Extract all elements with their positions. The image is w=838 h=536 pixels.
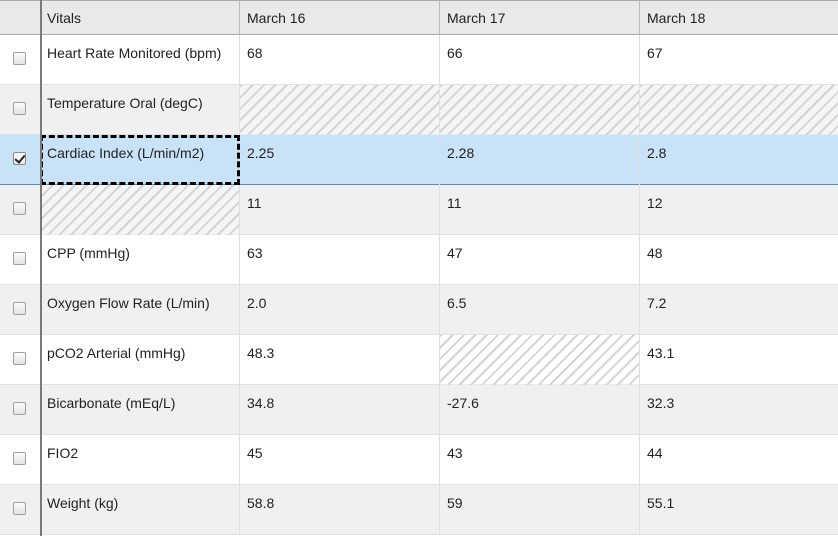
value-cell[interactable]: 43.1	[647, 345, 675, 361]
row-select-cell	[0, 135, 40, 185]
header-date-3[interactable]: March 18	[647, 10, 706, 26]
value-cell[interactable]: 6.5	[440, 285, 640, 335]
row-checkbox[interactable]	[13, 352, 26, 365]
value-cell[interactable]: 2.0	[240, 285, 440, 335]
value-cell[interactable]: 34.8	[240, 385, 440, 435]
table-row[interactable]: FIO2 45 43 44	[0, 435, 838, 485]
vital-name-cell-focused[interactable]: Cardiac Index (L/min/m2)	[40, 135, 240, 185]
row-select-cell	[0, 85, 40, 135]
table-row[interactable]: pCO2 Arterial (mmHg) 48.3 43.1	[0, 335, 838, 385]
row-select-cell	[0, 435, 40, 485]
row-checkbox[interactable]	[13, 52, 26, 65]
row-select-cell	[0, 385, 40, 435]
row-checkbox[interactable]	[13, 252, 26, 265]
table-row[interactable]: Oxygen Flow Rate (L/min) 2.0 6.5 7.2	[0, 285, 838, 335]
vital-name-cell[interactable]: pCO2 Arterial (mmHg)	[40, 335, 240, 385]
vital-name-cell[interactable]: CPP (mmHg)	[40, 235, 240, 285]
vital-name-cell[interactable]: Heart Rate Monitored (bpm)	[40, 35, 240, 85]
row-checkbox[interactable]	[13, 402, 26, 415]
value-cell[interactable]: 45	[240, 435, 440, 485]
table-row[interactable]: CPP (mmHg) 63 47 48	[0, 235, 838, 285]
table-row[interactable]: Bicarbonate (mEq/L) 34.8 -27.6 32.3	[0, 385, 838, 435]
row-checkbox[interactable]	[13, 302, 26, 315]
value-cell[interactable]: 59	[440, 485, 640, 535]
value-cell[interactable]: 7.2	[647, 295, 667, 311]
empty-value-cell[interactable]	[440, 335, 640, 385]
value-cell[interactable]: 48.3	[240, 335, 440, 385]
empty-value-cell[interactable]	[440, 85, 640, 135]
value-cell[interactable]: 12	[647, 195, 663, 211]
value-cell[interactable]: 48	[647, 245, 663, 261]
header-vitals[interactable]: Vitals	[40, 1, 240, 34]
table-row[interactable]: Heart Rate Monitored (bpm) 68 66 67	[0, 35, 838, 85]
row-select-cell	[0, 235, 40, 285]
empty-value-cell[interactable]	[240, 85, 440, 135]
value-cell[interactable]: 68	[240, 35, 440, 85]
vital-name-cell[interactable]: Bicarbonate (mEq/L)	[40, 385, 240, 435]
value-cell[interactable]: 66	[440, 35, 640, 85]
value-cell[interactable]: 2.8	[647, 145, 667, 161]
header-date-1[interactable]: March 16	[240, 1, 440, 34]
value-cell[interactable]: 2.28	[440, 135, 640, 185]
value-cell[interactable]: 11	[240, 185, 440, 235]
vital-name-cell[interactable]: Oxygen Flow Rate (L/min)	[40, 285, 240, 335]
row-select-cell	[0, 35, 40, 85]
row-checkbox-checked[interactable]	[13, 152, 26, 165]
value-cell[interactable]: 11	[440, 185, 640, 235]
row-checkbox[interactable]	[13, 502, 26, 515]
value-cell[interactable]: 63	[240, 235, 440, 285]
table-row[interactable]: 11 11 12	[0, 185, 838, 235]
header-date-2[interactable]: March 17	[440, 1, 640, 34]
row-checkbox[interactable]	[13, 102, 26, 115]
value-cell[interactable]: 43	[440, 435, 640, 485]
value-cell[interactable]: 44	[647, 445, 663, 461]
row-checkbox[interactable]	[13, 202, 26, 215]
value-cell[interactable]: -27.6	[440, 385, 640, 435]
value-cell[interactable]: 47	[440, 235, 640, 285]
empty-vital-name-cell[interactable]	[40, 185, 240, 235]
empty-value-cell[interactable]	[640, 85, 838, 135]
grid-header: Vitals March 16 March 17 March 18	[0, 0, 838, 35]
row-select-cell	[0, 285, 40, 335]
value-cell[interactable]: 58.8	[240, 485, 440, 535]
row-select-cell	[0, 335, 40, 385]
value-cell[interactable]: 2.25	[240, 135, 440, 185]
value-cell[interactable]: 67	[647, 45, 663, 61]
table-row-selected[interactable]: Cardiac Index (L/min/m2) 2.25 2.28 2.8	[0, 135, 838, 185]
row-checkbox[interactable]	[13, 452, 26, 465]
row-select-cell	[0, 185, 40, 235]
vital-name-cell[interactable]: Temperature Oral (degC)	[40, 85, 240, 135]
grid-body: Heart Rate Monitored (bpm) 68 66 67 Temp…	[0, 35, 838, 536]
value-cell[interactable]: 32.3	[647, 395, 675, 411]
table-row[interactable]: Weight (kg) 58.8 59 55.1	[0, 485, 838, 535]
vital-name-cell[interactable]: Weight (kg)	[40, 485, 240, 535]
row-select-cell	[0, 485, 40, 535]
table-row[interactable]: Temperature Oral (degC)	[0, 85, 838, 135]
value-cell[interactable]: 55.1	[647, 495, 675, 511]
vital-name-cell[interactable]: FIO2	[40, 435, 240, 485]
frozen-column-divider[interactable]	[40, 0, 42, 536]
header-select-column	[0, 1, 40, 34]
checkmark-icon	[14, 152, 26, 164]
